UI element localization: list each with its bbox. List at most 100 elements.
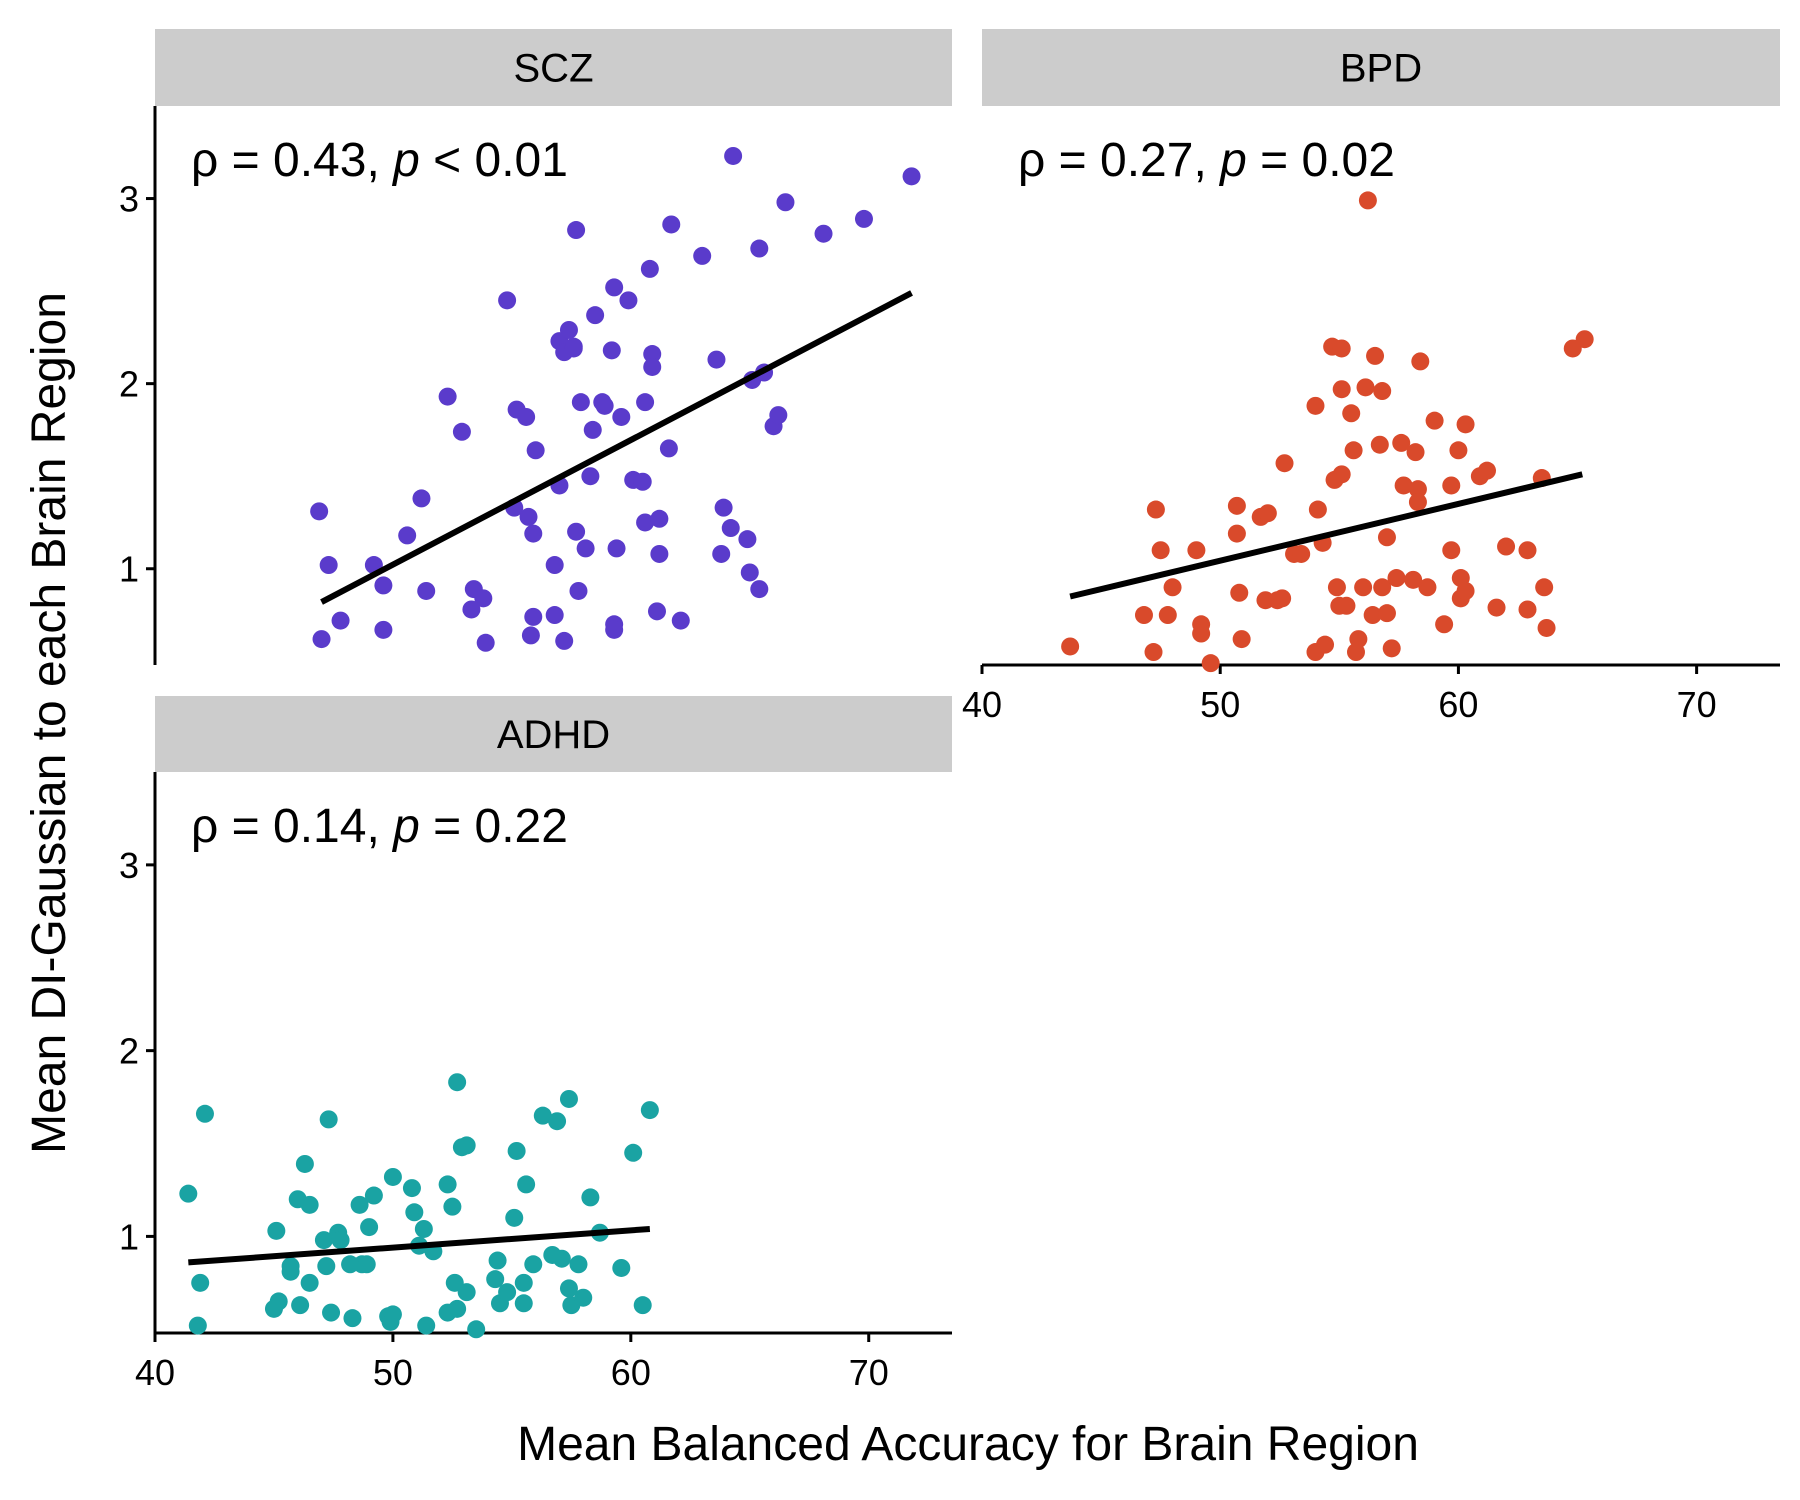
data-point — [633, 1296, 652, 1315]
data-point — [179, 1184, 198, 1203]
data-point — [707, 350, 726, 369]
data-point — [1373, 578, 1392, 597]
data-point — [1061, 637, 1080, 656]
data-point — [693, 246, 712, 265]
data-point — [633, 472, 652, 491]
data-point — [1408, 480, 1427, 499]
x-tick-label: 70 — [1677, 684, 1717, 725]
data-point — [586, 306, 605, 325]
data-point — [583, 420, 602, 439]
p-operator: = — [1247, 134, 1302, 187]
rho-value: 0.14 — [273, 800, 366, 853]
data-point — [1518, 600, 1537, 619]
data-point — [517, 407, 536, 426]
data-point — [414, 1219, 433, 1238]
data-point — [1537, 618, 1556, 637]
y-axis-title: Mean DI-Gaussian to each Brain Region — [23, 292, 76, 1154]
data-point — [498, 291, 517, 310]
data-point — [1394, 476, 1413, 495]
data-point — [514, 1294, 533, 1313]
data-point — [1456, 581, 1475, 600]
data-point — [1449, 441, 1468, 460]
strip-background — [982, 29, 1780, 106]
data-point — [712, 544, 731, 563]
comma: , — [1193, 134, 1220, 187]
data-point — [643, 345, 662, 364]
p-operator: = — [420, 800, 475, 853]
p-value: 0.22 — [475, 800, 568, 853]
points-layer — [310, 146, 921, 652]
data-point — [317, 1257, 336, 1276]
data-point — [405, 1203, 424, 1222]
data-point — [1377, 604, 1396, 623]
data-point — [559, 320, 578, 339]
rho-symbol: ρ = — [1018, 134, 1100, 187]
data-point — [574, 1288, 593, 1307]
data-point — [452, 422, 471, 441]
p-symbol: p — [391, 800, 420, 853]
data-point — [312, 630, 331, 649]
data-point — [526, 441, 545, 460]
x-tick-label: 40 — [135, 1352, 175, 1393]
data-point — [1363, 606, 1382, 625]
data-point — [567, 522, 586, 541]
data-point — [1404, 570, 1423, 589]
data-point — [559, 1089, 578, 1108]
data-point — [1387, 569, 1406, 588]
data-point — [505, 1208, 524, 1227]
data-point — [1349, 630, 1368, 649]
data-point — [1273, 589, 1292, 608]
data-point — [1425, 411, 1444, 430]
data-point — [1487, 598, 1506, 617]
panel-bpd: BPD 40 50 60 70 ρ = 0.27, p = 0.02 — [962, 29, 1780, 725]
data-point — [1332, 465, 1351, 484]
data-point — [1158, 606, 1177, 625]
strip-background — [155, 696, 952, 772]
data-point — [1518, 541, 1537, 560]
data-point — [1377, 528, 1396, 547]
data-point — [854, 209, 873, 228]
data-point — [1327, 578, 1346, 597]
data-point — [1535, 578, 1554, 597]
x-axis: 40 50 60 70 — [135, 1331, 952, 1393]
data-point — [519, 507, 538, 526]
data-point — [1227, 496, 1246, 515]
data-point — [474, 589, 493, 608]
p-symbol: p — [391, 134, 420, 187]
data-point — [322, 1303, 341, 1322]
data-point — [467, 1320, 486, 1339]
data-point — [281, 1257, 300, 1276]
data-point — [486, 1270, 505, 1289]
data-point — [514, 1273, 533, 1292]
data-point — [1366, 346, 1385, 365]
data-point — [448, 1073, 467, 1092]
panel-scz: SCZ 1 2 3 ρ = 0.43, p < 0.01 — [119, 29, 952, 665]
data-point — [374, 576, 393, 595]
data-point — [721, 519, 740, 538]
data-point — [524, 1255, 543, 1274]
y-tick-label: 1 — [119, 1216, 139, 1257]
data-point — [548, 1112, 567, 1131]
data-point — [662, 215, 681, 234]
data-point — [350, 1195, 369, 1214]
data-point — [1258, 504, 1277, 523]
comma: , — [366, 134, 393, 187]
data-point — [559, 1279, 578, 1298]
data-point — [1332, 380, 1351, 399]
strip-background — [155, 29, 952, 106]
data-point — [740, 563, 759, 582]
correlation-annotation: ρ = 0.43, p < 0.01 — [191, 134, 568, 187]
data-point — [443, 1197, 462, 1216]
data-point — [383, 1167, 402, 1186]
data-point — [364, 1186, 383, 1205]
data-point — [545, 556, 564, 575]
data-point — [1134, 606, 1153, 625]
data-point — [612, 407, 631, 426]
data-point — [1342, 404, 1361, 423]
data-point — [448, 1299, 467, 1318]
comma: , — [366, 800, 393, 853]
data-point — [1356, 378, 1375, 397]
data-point — [1442, 476, 1461, 495]
data-point — [555, 631, 574, 650]
